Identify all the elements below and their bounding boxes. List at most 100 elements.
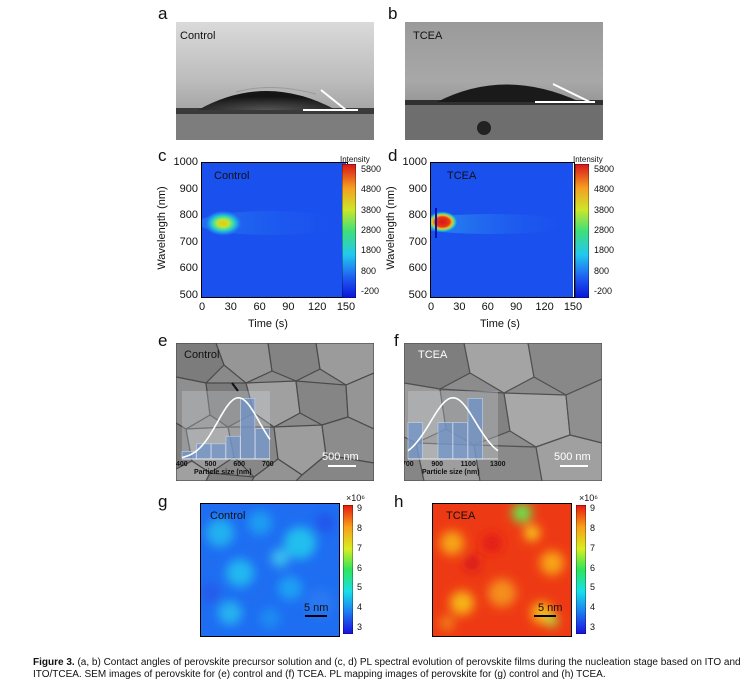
panel-letter-c: c (158, 146, 167, 165)
d-cb-tick-6: -200 (594, 286, 613, 296)
c-cb-tick-6: -200 (361, 286, 380, 296)
hist-f-tick-2: 1100 (460, 461, 476, 468)
pl-map-control (200, 503, 340, 637)
scale-text-e: 500 nm (322, 451, 359, 463)
h-cb-tick-2: 7 (590, 542, 596, 553)
g-cb-tick-1: 8 (357, 522, 363, 533)
c-y-tick-4: 600 (179, 262, 198, 275)
scale-bar-e (328, 465, 356, 467)
pl-heatmap-control-frame (201, 162, 348, 298)
d-cb-tick-5: 800 (594, 265, 610, 276)
c-x-tick-3: 90 (282, 301, 295, 313)
hist-bar-e-5 (255, 428, 270, 460)
panel-letter-h: h (394, 492, 404, 511)
h-cb-tick-4: 5 (590, 582, 596, 593)
h-cb-tick-6: 3 (590, 622, 596, 632)
panel-letter-d: d (388, 146, 398, 165)
c-y-tick-2: 800 (179, 209, 198, 222)
h-cb-tick-5: 4 (590, 602, 596, 613)
hist-e-tick-2: 600 (233, 461, 246, 468)
d-cb-tick-1: 4800 (594, 184, 615, 195)
panel-letter-g: g (158, 492, 168, 511)
h-cb-tick-1: 8 (590, 522, 596, 533)
panel-e-label: Control (184, 349, 220, 361)
c-cb-tick-1: 4800 (361, 184, 382, 195)
d-y-tick-4: 600 (408, 262, 427, 275)
c-x-tick-5: 150 (336, 301, 356, 313)
panel-f-label: TCEA (418, 349, 448, 361)
scale-text-g: 5 nm (304, 602, 329, 614)
panel-g-label: Control (210, 510, 246, 522)
d-cb-tick-2: 3800 (594, 204, 615, 215)
hist-f-tick-1: 900 (431, 461, 444, 468)
sem-image-control: Control 400 500 600 700 Particle size (nm) … (176, 343, 374, 481)
pl-heatmap-tcea (431, 163, 573, 297)
hist-bar-f-2 (437, 422, 453, 460)
hist-bar-f-0 (407, 422, 423, 460)
c-y-tick-5: 500 (179, 289, 198, 301)
d-x-tick-5: 150 (563, 301, 583, 313)
h-cb-tick-3: 6 (590, 562, 596, 573)
d-y-tick-0: 1000 (402, 156, 427, 168)
contact-angle-image-tcea: TCEA (405, 22, 603, 140)
hist-bar-e-1 (196, 443, 212, 460)
c-x-tick-4: 120 (308, 301, 327, 313)
c-colorbar-title: Intensity (340, 155, 370, 164)
hist-bar-e-4 (240, 397, 256, 460)
hist-bar-e-2 (211, 443, 226, 460)
caption-text: (a, b) Contact angles of perovskite prec… (33, 657, 741, 680)
panel-b-label: TCEA (413, 30, 443, 42)
scale-text-f: 500 nm (554, 451, 591, 463)
d-colorbar-title: Intensity (573, 155, 603, 164)
c-cb-tick-0: 5800 (361, 164, 382, 174)
scale-text-h: 5 nm (538, 602, 563, 614)
pl-map-tcea (432, 503, 572, 637)
c-y-tick-3: 700 (179, 235, 198, 248)
d-x-axis-title: Time (s) (480, 318, 520, 330)
d-cb-tick-0: 5800 (594, 164, 615, 174)
d-y-tick-3: 700 (408, 235, 427, 248)
hist-bar-f-3 (452, 422, 468, 460)
panel-letter-b: b (388, 4, 398, 23)
sem-image-tcea: TCEA 700 900 1100 1300 Particle size (nm) 5… (404, 343, 602, 481)
hist-f-tick-0: 700 (404, 461, 414, 468)
c-y-tick-1: 900 (179, 182, 198, 195)
d-x-tick-1: 30 (453, 301, 466, 313)
contact-angle-image-control: Control (176, 22, 374, 140)
c-x-tick-1: 30 (224, 301, 237, 313)
hist-e-tick-0: 400 (176, 461, 188, 468)
d-x-tick-2: 60 (481, 301, 494, 313)
panel-a-label: Control (180, 30, 216, 42)
panel-c-label: Control (214, 170, 250, 182)
panel-letter-f: f (394, 331, 399, 350)
g-cb-tick-4: 5 (357, 582, 363, 593)
d-cb-tick-3: 2800 (594, 225, 615, 235)
c-cb-tick-5: 800 (361, 265, 377, 276)
d-x-tick-3: 90 (510, 301, 523, 313)
histogram-tcea-xlabel: Particle size (nm) (422, 469, 480, 476)
h-colorbar (576, 505, 586, 634)
hist-e-tick-1: 500 (204, 461, 217, 468)
h-cb-tick-0: 9 (590, 503, 596, 513)
figure-caption: Figure 3. (a, b) Contact angles of perov… (33, 657, 743, 681)
hist-e-tick-3: 700 (262, 461, 274, 468)
histogram-control-xlabel: Particle size (nm) (194, 469, 252, 476)
d-colorbar (575, 164, 589, 298)
d-x-tick-4: 120 (535, 301, 554, 313)
caption-label: Figure 3. (33, 657, 75, 668)
panel-h-label: TCEA (446, 510, 476, 522)
d-x-tick-0: 0 (427, 301, 435, 313)
c-y-tick-0: 1000 (173, 156, 198, 168)
c-x-tick-2: 60 (253, 301, 266, 313)
g-cb-tick-0: 9 (357, 503, 363, 513)
d-y-axis-title: Wavelength (nm) (385, 186, 397, 270)
panel-letter-a: a (158, 4, 168, 23)
c-colorbar (342, 164, 356, 298)
hist-fit-curve-e (181, 397, 271, 459)
c-cb-tick-2: 3800 (361, 204, 382, 215)
g-cb-tick-3: 6 (357, 562, 363, 573)
panel-d-label: TCEA (447, 170, 477, 182)
d-cb-tick-4: 1800 (594, 245, 615, 256)
hist-f-tick-3: 1300 (490, 461, 506, 468)
g-colorbar (343, 505, 353, 634)
